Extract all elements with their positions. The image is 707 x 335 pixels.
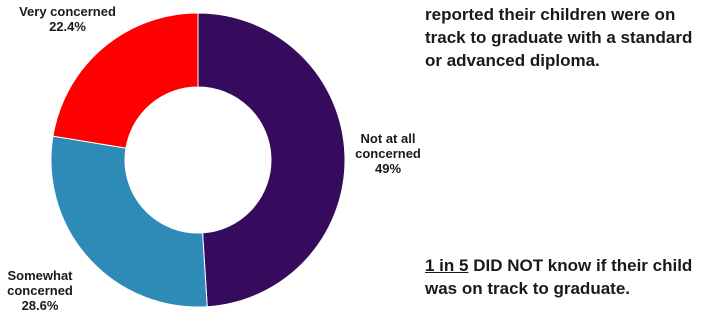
donut-slice-somewhat-concerned bbox=[50, 135, 208, 308]
label-not-at-all-concerned: Not at all concerned 49% bbox=[355, 131, 421, 176]
donut-chart bbox=[50, 12, 346, 308]
did-not-know-callout: 1 in 5 DID NOT know if their child was o… bbox=[425, 254, 705, 300]
label-very-concerned: Very concerned 22.4% bbox=[19, 4, 116, 34]
donut-slice-not-at-all-concerned bbox=[197, 12, 346, 308]
label-somewhat-concerned: Somewhat concerned 28.6% bbox=[7, 268, 73, 313]
donut-slice-very-concerned bbox=[52, 12, 199, 149]
on-track-callout: reported their children were on track to… bbox=[425, 5, 693, 70]
did-not-know-text: DID NOT know if their child was on track… bbox=[425, 256, 693, 298]
one-in-five-emphasis: 1 in 5 bbox=[425, 256, 469, 275]
